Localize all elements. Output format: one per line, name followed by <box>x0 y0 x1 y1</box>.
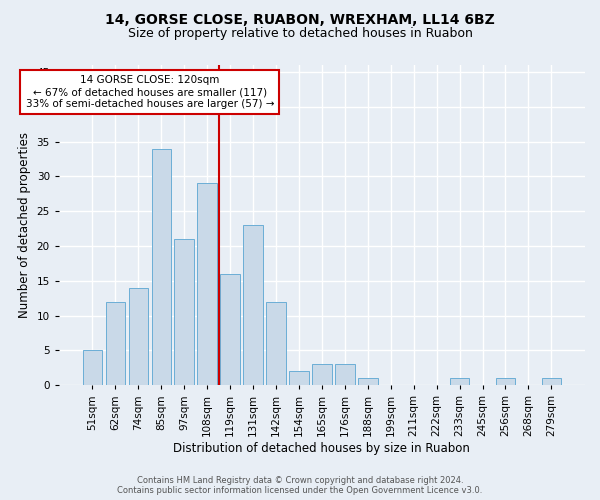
Text: Contains HM Land Registry data © Crown copyright and database right 2024.
Contai: Contains HM Land Registry data © Crown c… <box>118 476 482 495</box>
Text: 14, GORSE CLOSE, RUABON, WREXHAM, LL14 6BZ: 14, GORSE CLOSE, RUABON, WREXHAM, LL14 6… <box>105 12 495 26</box>
Bar <box>220 274 240 386</box>
Bar <box>496 378 515 386</box>
Bar <box>289 372 309 386</box>
Bar <box>542 378 561 386</box>
Bar <box>335 364 355 386</box>
Bar <box>106 302 125 386</box>
Bar <box>312 364 332 386</box>
Bar <box>450 378 469 386</box>
Bar <box>266 302 286 386</box>
Bar <box>152 148 171 386</box>
Bar <box>197 184 217 386</box>
Text: 14 GORSE CLOSE: 120sqm
← 67% of detached houses are smaller (117)
33% of semi-de: 14 GORSE CLOSE: 120sqm ← 67% of detached… <box>26 76 274 108</box>
Bar <box>358 378 377 386</box>
Bar <box>244 225 263 386</box>
Bar <box>175 239 194 386</box>
X-axis label: Distribution of detached houses by size in Ruabon: Distribution of detached houses by size … <box>173 442 470 455</box>
Y-axis label: Number of detached properties: Number of detached properties <box>18 132 31 318</box>
Bar <box>128 288 148 386</box>
Bar <box>83 350 102 386</box>
Text: Size of property relative to detached houses in Ruabon: Size of property relative to detached ho… <box>128 28 472 40</box>
